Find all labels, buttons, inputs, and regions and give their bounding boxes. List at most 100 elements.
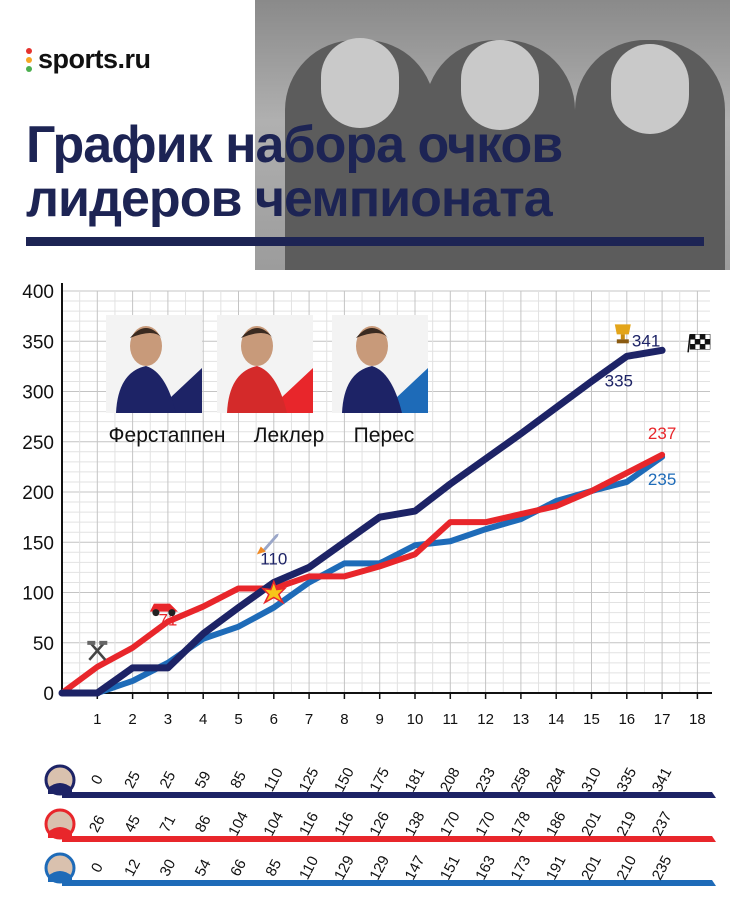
y-tick-label: 100	[22, 584, 54, 605]
data-point-verstappen	[554, 406, 558, 410]
driver-avatar-suit	[48, 827, 72, 838]
driver-face	[241, 326, 273, 366]
table-cell: 284	[543, 765, 570, 795]
driver-hair	[356, 328, 388, 338]
title-line-2: лидеров чемпионата	[26, 170, 553, 228]
table-cell: 175	[366, 765, 393, 795]
data-point-leclerc	[166, 620, 170, 624]
table-row-leclerc: 26 45 71 86 104 104 116 116 126 138 170 170 178 186 20…	[44, 808, 716, 842]
table-cell: 110	[261, 765, 287, 794]
table-cell: 181	[402, 765, 429, 795]
table-cell: 54	[192, 857, 215, 880]
logo-dots-icon	[24, 47, 34, 73]
table-row-bar	[62, 880, 716, 886]
data-point-leclerc	[307, 574, 311, 578]
points-table: 0 25 25 59 85 110 125 150 175 181 208 233 258 284 310 3…	[44, 764, 716, 886]
table-cell: 85	[262, 857, 285, 880]
data-point-verstappen	[95, 691, 99, 695]
table-cell: 341	[649, 765, 676, 795]
table-cell: 45	[121, 813, 144, 836]
table-cell: 138	[402, 809, 429, 839]
annotation-label: 341	[632, 331, 660, 350]
table-cell: 125	[296, 765, 323, 795]
table-cell: 129	[331, 853, 358, 883]
driver-suit	[116, 366, 176, 413]
driver-hair	[130, 328, 162, 338]
table-cell: 150	[331, 765, 358, 795]
table-cell: 126	[366, 809, 393, 839]
table-cell: 258	[508, 765, 535, 795]
table-cell: 147	[402, 853, 429, 883]
logo-text: sports.ru	[38, 44, 151, 74]
data-point-perez	[554, 499, 558, 503]
data-point-perez	[342, 561, 346, 565]
logo-dot	[26, 56, 32, 63]
logo-dot	[26, 65, 32, 72]
table-cell: 12	[121, 857, 144, 880]
annotation-label: 237	[648, 424, 676, 443]
data-point-leclerc	[413, 552, 417, 556]
table-row-bar	[62, 836, 716, 842]
legend-label: Ферстаппен	[109, 424, 226, 447]
data-point-perez	[413, 543, 417, 547]
x-tick-label: 3	[164, 711, 172, 728]
table-cell: 25	[121, 769, 144, 792]
table-cell: 151	[437, 853, 464, 883]
table-cell: 170	[437, 809, 464, 839]
table-cell: 86	[192, 813, 215, 836]
table-cell: 25	[157, 769, 180, 792]
table-cell: 173	[508, 853, 535, 883]
table-cell: 0	[88, 772, 107, 787]
table-cell: 170	[472, 809, 499, 839]
data-point-leclerc	[95, 665, 99, 669]
driver-head	[611, 44, 689, 134]
x-tick-label: 11	[443, 711, 459, 728]
driver-head	[321, 38, 399, 128]
drivers-photo	[255, 0, 730, 270]
table-cell: 201	[578, 853, 605, 883]
table-row-bar	[62, 792, 716, 798]
table-cell: 235	[649, 853, 676, 883]
y-tick-label: 150	[22, 533, 54, 554]
data-point-perez	[307, 580, 311, 584]
rocket-icon	[256, 533, 279, 555]
x-tick-label: 2	[128, 711, 136, 728]
data-point-verstappen	[201, 632, 205, 636]
annotation-label: 235	[648, 470, 676, 489]
x-tick-label: 7	[305, 711, 313, 728]
x-tick-label: 4	[199, 711, 207, 728]
data-point-leclerc	[342, 574, 346, 578]
legend-label: Леклер	[254, 424, 325, 447]
sports-ru-logo: sports.ru	[24, 44, 151, 75]
page-title: График набора очков лидеров чемпионата	[26, 118, 563, 228]
annotation-label: 335	[605, 371, 633, 390]
data-point-leclerc	[237, 586, 240, 590]
chart-series	[58, 346, 666, 697]
x-tick-label: 13	[513, 711, 530, 728]
driver-face	[130, 326, 162, 366]
driver-suit	[227, 366, 287, 413]
driver-avatar-suit	[48, 783, 72, 794]
table-row-perez: 0 12 30 54 66 85 110 129 129 147 151 163 173 191 201 21…	[44, 852, 716, 886]
table-cell: 104	[260, 809, 287, 839]
logo-dot	[26, 47, 32, 54]
data-point-perez	[484, 527, 488, 531]
data-point-perez	[131, 679, 135, 683]
table-cell: 30	[157, 857, 180, 880]
x-tick-label: 16	[618, 711, 635, 728]
data-point-perez	[625, 480, 629, 484]
title-underline	[26, 237, 704, 246]
data-point-leclerc	[131, 646, 135, 650]
ferrari-car-icon	[149, 603, 178, 617]
y-tick-label: 250	[22, 433, 54, 454]
data-point-perez	[519, 517, 523, 521]
table-cell: 116	[296, 809, 322, 838]
table-cell: 219	[613, 809, 640, 839]
y-tick-label: 0	[43, 684, 54, 705]
x-tick-label: 6	[270, 711, 278, 728]
legend-item-leclerc: Леклер	[217, 315, 324, 447]
table-cell: 186	[543, 809, 570, 839]
